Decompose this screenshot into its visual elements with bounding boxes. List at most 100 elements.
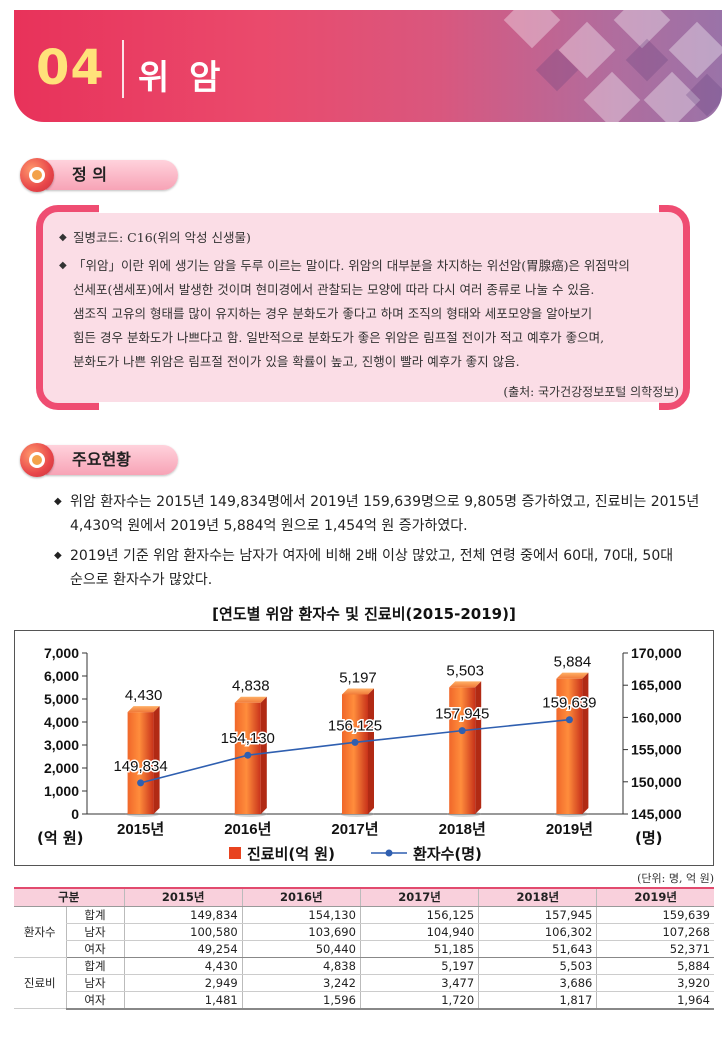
left-tick-label: 2,000 xyxy=(44,760,79,776)
chapter-number: 04 xyxy=(36,40,105,96)
table-cell: 1,964 xyxy=(596,991,714,1010)
diamond-bullet-icon: ◆ xyxy=(54,550,62,561)
left-tick-label: 7,000 xyxy=(44,645,79,661)
left-tick-label: 1,000 xyxy=(44,783,79,799)
bar xyxy=(342,694,368,814)
row-label: 남자 xyxy=(65,974,124,992)
table-cell: 5,197 xyxy=(359,957,479,975)
legend-bar-swatch xyxy=(229,847,241,859)
bar-data-label: 5,197 xyxy=(339,669,377,686)
header-cell: 2018년 xyxy=(478,887,597,907)
bar-top-face xyxy=(449,681,482,688)
table-cell: 4,838 xyxy=(241,957,361,975)
bar-side-face xyxy=(368,688,374,814)
table-header-row: 구분 2015년 2016년 2017년 2018년 2019년 xyxy=(14,887,714,907)
section-title-definition: 정 의 xyxy=(46,160,178,190)
line-data-label: 149,834 xyxy=(113,758,167,775)
legend-line-marker xyxy=(385,849,393,857)
bar xyxy=(449,687,476,814)
left-tick-label: 0 xyxy=(71,806,79,822)
status-line: 4,430억 원에서 2019년 5,884억 원으로 1,454억 원 증가하… xyxy=(70,518,468,534)
bar-top-face xyxy=(127,706,160,713)
right-axis-unit: (명) xyxy=(635,829,663,847)
chapter-banner: 04 위 암 xyxy=(14,10,722,122)
table-row: 환자수 합계 149,834 154,130 156,125 157,945 159,639 xyxy=(14,906,714,958)
status-line: 순으로 환자수가 많았다. xyxy=(70,572,213,588)
definition-line: 분화도가 나쁜 위암은 림프절 전이가 있을 확률이 높고, 진행이 빨라 예후… xyxy=(73,354,520,369)
definition-line: 샘조직 고유의 형태를 많이 유지하는 경우 분화도가 좋다고 하며 조직의 형… xyxy=(73,306,593,321)
header-cell: 2015년 xyxy=(123,887,243,907)
table-cell: 103,690 xyxy=(241,923,361,941)
table-cell: 4,430 xyxy=(123,957,243,975)
diamond-bullet-icon: ◆ xyxy=(54,496,62,507)
table-row: 남자 100,580 103,690 104,940 106,302 107,268 xyxy=(14,923,714,941)
right-tick-label: 160,000 xyxy=(631,709,682,725)
line-data-label: 156,125 xyxy=(328,717,382,734)
bar-top-face xyxy=(556,672,589,679)
right-tick-label: 145,000 xyxy=(631,806,682,822)
line-point xyxy=(565,716,573,724)
bar-data-label: 4,430 xyxy=(125,687,163,704)
table-cell: 106,302 xyxy=(478,923,597,941)
bar xyxy=(127,712,154,814)
chart: 0 1,000 2,000 3,000 4,000 5,000 6,000 7,000 145,… xyxy=(37,645,682,863)
table-cell: 51,643 xyxy=(478,940,597,958)
header-divider xyxy=(122,40,124,98)
header-cell: 2016년 xyxy=(241,887,361,907)
row-label: 합계 xyxy=(65,906,124,924)
bar-side-face xyxy=(475,681,482,814)
chart-frame: 0 1,000 2,000 3,000 4,000 5,000 6,000 7,000 145,… xyxy=(14,630,714,866)
table-cell: 149,834 xyxy=(123,906,243,924)
line-data-label: 159,639 xyxy=(542,695,596,712)
table-cell: 154,130 xyxy=(241,906,361,924)
definition-line: 「위암」이란 위에 생기는 암을 두루 이르는 말이다. 위암의 대부분을 차지… xyxy=(73,258,630,273)
bar-data-label: 5,884 xyxy=(554,654,592,671)
table-cell: 50,440 xyxy=(241,940,361,958)
table-row: 여자 49,254 50,440 51,185 51,643 52,371 xyxy=(14,940,714,958)
table-cell: 3,477 xyxy=(359,974,479,992)
left-tick-label: 5,000 xyxy=(44,691,79,707)
table-unit: (단위: 명, 억 원) xyxy=(637,872,714,885)
x-tick-label: 2016년 xyxy=(224,821,271,838)
left-axis-unit: (억 원) xyxy=(37,829,84,847)
diamond-bullet-icon: ◆ xyxy=(59,260,67,271)
legend-bar-label: 진료비(억 원) xyxy=(247,845,335,863)
line-point xyxy=(351,738,359,746)
table-cell: 1,720 xyxy=(359,991,479,1010)
table-row: 여자 1,481 1,596 1,720 1,817 1,964 xyxy=(14,991,714,1010)
header-cell: 2019년 xyxy=(596,887,714,907)
table-cell: 52,371 xyxy=(596,940,714,958)
table-cell: 2,949 xyxy=(123,974,243,992)
table-cell: 159,639 xyxy=(596,906,714,924)
bar-data-label: 5,503 xyxy=(446,662,484,679)
table-cell: 1,481 xyxy=(123,991,243,1010)
table-row: 진료비 합계 4,430 4,838 5,197 5,503 5,884 xyxy=(14,957,714,1009)
line-data-label: 154,130 xyxy=(221,730,275,747)
x-tick-label: 2017년 xyxy=(331,821,378,838)
left-tick-label: 6,000 xyxy=(44,668,79,684)
row-label: 남자 xyxy=(65,923,124,941)
right-tick-label: 155,000 xyxy=(631,742,682,758)
x-tick-label: 2015년 xyxy=(117,821,164,838)
line-point xyxy=(458,727,466,735)
right-tick-label: 165,000 xyxy=(631,677,682,693)
row-label: 여자 xyxy=(65,991,124,1010)
disease-code: 질병코드: C16(위의 악성 신생물) xyxy=(73,230,251,245)
status-line: 2019년 기준 위암 환자수는 남자가 여자에 비해 2배 이상 많았고, 전… xyxy=(70,548,674,564)
row-label: 여자 xyxy=(65,940,124,958)
table-cell: 51,185 xyxy=(359,940,479,958)
bar-side-face xyxy=(260,696,267,814)
bar-top-face xyxy=(342,688,374,695)
header-cell: 구분 xyxy=(14,887,124,907)
decorative-pattern xyxy=(503,10,722,122)
section-bullet-icon xyxy=(20,158,54,192)
right-tick-label: 150,000 xyxy=(631,774,682,790)
line-point xyxy=(244,751,252,759)
chart-title: [연도별 위암 환자수 및 진료비(2015-2019)] xyxy=(212,605,516,623)
table-cell: 104,940 xyxy=(359,923,479,941)
bar-side-face xyxy=(153,706,160,814)
left-tick-label: 3,000 xyxy=(44,737,79,753)
x-tick-label: 2018년 xyxy=(439,821,486,838)
right-tick-label: 170,000 xyxy=(631,645,682,661)
definition-line: 선세포(샘세포)에서 발생한 것이며 현미경에서 관찰되는 모양에 따라 다시 … xyxy=(73,282,595,297)
